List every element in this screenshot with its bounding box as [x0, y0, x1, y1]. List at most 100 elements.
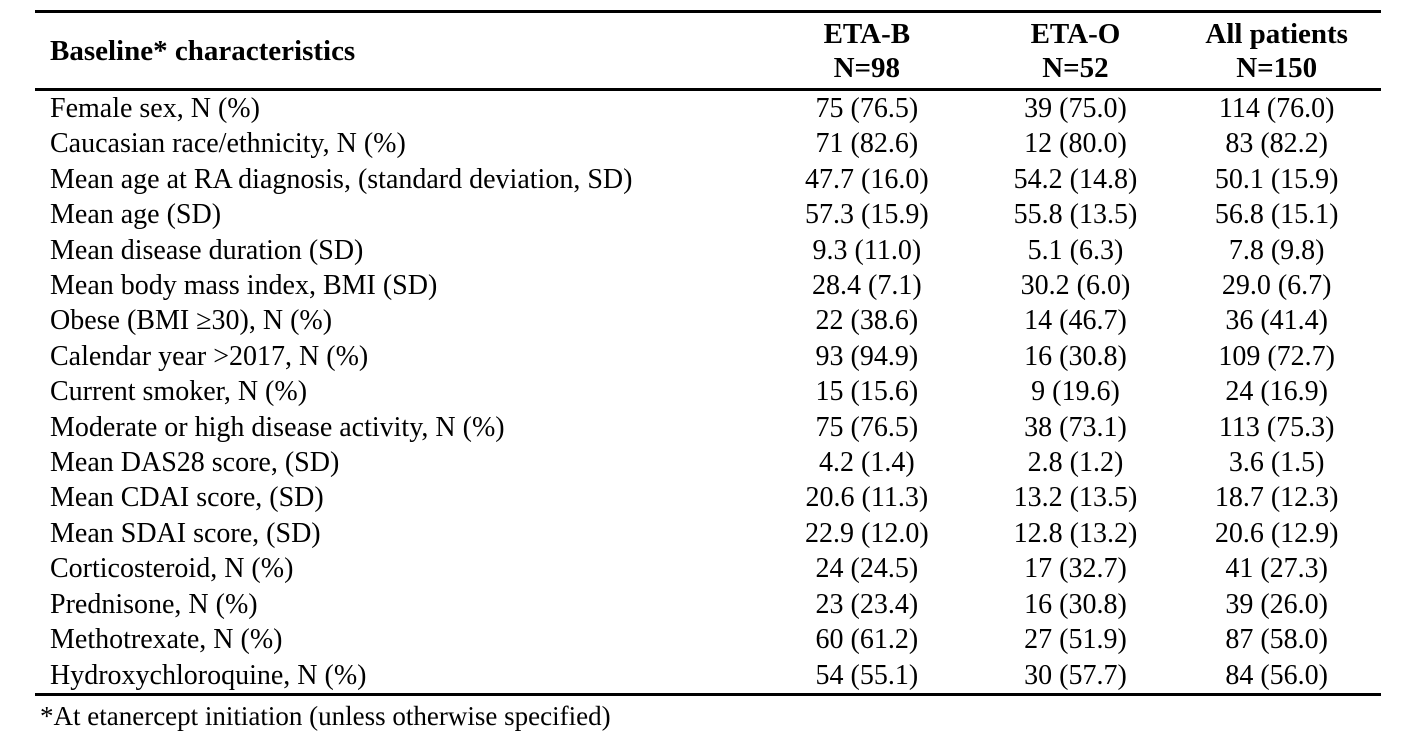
all-patients-value: 83 (82.2): [1225, 128, 1328, 160]
table-row: Prednisone, N (%) 23 (23.4) 16 (30.8) 39…: [35, 587, 1381, 622]
table-footnote: *At etanercept initiation (unless otherw…: [40, 700, 611, 731]
table-row: Obese (BMI ≥30), N (%) 22 (38.6) 14 (46.…: [35, 303, 1381, 338]
header-all-patients-name: All patients: [1205, 18, 1348, 50]
header-eta-b: ETA-B N=98: [755, 12, 978, 90]
table-row: Corticosteroid, N (%) 24 (24.5) 17 (32.7…: [35, 551, 1381, 586]
row-label: Caucasian race/ethnicity, N (%): [50, 128, 406, 160]
all-patients-value: 29.0 (6.7): [1221, 270, 1332, 302]
eta-o-value: 12 (80.0): [1024, 128, 1127, 160]
all-patients-value: 7.8 (9.8): [1228, 234, 1325, 266]
table-row: Mean CDAI score, (SD) 20.6 (11.3) 13.2 (…: [35, 480, 1381, 515]
eta-o-value: 17 (32.7): [1024, 553, 1127, 585]
header-row: Baseline* characteristics ETA-B N=98 ETA…: [35, 12, 1381, 90]
all-patients-value: 87 (58.0): [1225, 624, 1328, 656]
row-label: Prednisone, N (%): [50, 588, 258, 620]
row-label: Calendar year >2017, N (%): [50, 340, 369, 372]
all-patients-value: 109 (72.7): [1218, 340, 1335, 372]
eta-b-value: 75 (76.5): [815, 411, 919, 443]
all-patients-value: 20.6 (12.9): [1214, 517, 1339, 549]
eta-o-value: 2.8 (1.2): [1027, 447, 1124, 479]
eta-o-value: 55.8 (13.5): [1013, 199, 1138, 231]
eta-b-value: 9.3 (11.0): [812, 234, 922, 266]
row-label: Obese (BMI ≥30), N (%): [50, 305, 333, 337]
eta-b-value: 22.9 (12.0): [805, 517, 929, 549]
header-eta-o-name: ETA-O: [1030, 18, 1121, 50]
row-label: Mean disease duration (SD): [50, 234, 364, 266]
row-label: Moderate or high disease activity, N (%): [50, 411, 505, 443]
all-patients-value: 114 (76.0): [1218, 93, 1335, 124]
row-label: Female sex, N (%): [50, 93, 260, 124]
row-label: Hydroxychloroquine, N (%): [50, 659, 367, 691]
row-label: Mean CDAI score, (SD): [50, 482, 324, 514]
table-row: Mean SDAI score, (SD) 22.9 (12.0) 12.8 (…: [35, 516, 1381, 551]
eta-o-value: 16 (30.8): [1024, 588, 1127, 620]
eta-b-value: 54 (55.1): [815, 659, 919, 691]
row-label: Mean age at RA diagnosis, (standard devi…: [50, 163, 633, 195]
row-label: Mean body mass index, BMI (SD): [50, 270, 438, 302]
all-patients-value: 50.1 (15.9): [1214, 163, 1339, 195]
eta-o-value: 54.2 (14.8): [1013, 163, 1138, 195]
all-patients-value: 113 (75.3): [1218, 411, 1335, 443]
table-row: Hydroxychloroquine, N (%) 54 (55.1) 30 (…: [35, 658, 1381, 695]
eta-b-value: 57.3 (15.9): [805, 199, 929, 231]
all-patients-value: 3.6 (1.5): [1228, 447, 1325, 479]
table-row: Calendar year >2017, N (%) 93 (94.9) 16 …: [35, 339, 1381, 374]
eta-b-value: 71 (82.6): [815, 128, 919, 160]
eta-b-value: 22 (38.6): [815, 305, 919, 337]
table-row: Moderate or high disease activity, N (%)…: [35, 410, 1381, 445]
eta-o-value: 16 (30.8): [1024, 340, 1127, 372]
eta-b-value: 20.6 (11.3): [805, 482, 929, 514]
eta-o-value: 30 (57.7): [1024, 659, 1127, 691]
row-label: Current smoker, N (%): [50, 376, 308, 408]
eta-b-value: 24 (24.5): [815, 553, 919, 585]
eta-b-value: 15 (15.6): [815, 376, 919, 408]
eta-o-value: 30.2 (6.0): [1020, 270, 1131, 302]
all-patients-value: 39 (26.0): [1225, 588, 1328, 620]
eta-b-value: 93 (94.9): [815, 340, 919, 372]
row-label: Mean age (SD): [50, 199, 222, 231]
header-eta-o-n: N=52: [1042, 52, 1109, 84]
baseline-characteristics-table: Baseline* characteristics ETA-B N=98 ETA…: [35, 10, 1381, 733]
row-label: Mean SDAI score, (SD): [50, 517, 321, 549]
all-patients-value: 84 (56.0): [1225, 659, 1328, 691]
eta-o-value: 27 (51.9): [1024, 624, 1127, 656]
all-patients-value: 41 (27.3): [1225, 553, 1328, 585]
all-patients-value: 24 (16.9): [1225, 376, 1328, 408]
table-body: Female sex, N (%) 75 (76.5) 39 (75.0) 11…: [35, 90, 1381, 695]
eta-o-value: 13.2 (13.5): [1013, 482, 1138, 514]
all-patients-value: 36 (41.4): [1225, 305, 1328, 337]
table-row: Mean disease duration (SD) 9.3 (11.0) 5.…: [35, 233, 1381, 268]
table-row: Mean DAS28 score, (SD) 4.2 (1.4) 2.8 (1.…: [35, 445, 1381, 480]
eta-b-value: 47.7 (16.0): [805, 163, 929, 195]
header-eta-b-n: N=98: [833, 52, 901, 84]
data-table: Baseline* characteristics ETA-B N=98 ETA…: [35, 10, 1381, 696]
header-all-patients: All patients N=150: [1172, 12, 1381, 90]
eta-b-value: 23 (23.4): [815, 588, 919, 620]
table-row: Mean age at RA diagnosis, (standard devi…: [35, 162, 1381, 197]
table-row: Caucasian race/ethnicity, N (%) 71 (82.6…: [35, 126, 1381, 161]
eta-b-value: 60 (61.2): [815, 624, 919, 656]
eta-o-value: 5.1 (6.3): [1027, 234, 1124, 266]
eta-o-value: 14 (46.7): [1024, 305, 1127, 337]
eta-o-value: 39 (75.0): [1024, 93, 1127, 124]
eta-o-value: 12.8 (13.2): [1013, 517, 1138, 549]
row-label: Methotrexate, N (%): [50, 624, 283, 656]
header-eta-b-name: ETA-B: [823, 18, 911, 50]
eta-o-value: 38 (73.1): [1024, 411, 1127, 443]
table-row: Methotrexate, N (%) 60 (61.2) 27 (51.9) …: [35, 622, 1381, 657]
table-row: Current smoker, N (%) 15 (15.6) 9 (19.6)…: [35, 374, 1381, 409]
table-row: Mean age (SD) 57.3 (15.9) 55.8 (13.5) 56…: [35, 197, 1381, 232]
header-eta-o: ETA-O N=52: [979, 12, 1173, 90]
eta-b-value: 28.4 (7.1): [812, 270, 922, 302]
eta-o-value: 9 (19.6): [1031, 376, 1120, 408]
all-patients-value: 56.8 (15.1): [1214, 199, 1339, 231]
all-patients-value: 18.7 (12.3): [1214, 482, 1339, 514]
eta-b-value: 75 (76.5): [815, 93, 919, 124]
row-label: Mean DAS28 score, (SD): [50, 447, 340, 479]
table-row: Female sex, N (%) 75 (76.5) 39 (75.0) 11…: [35, 90, 1381, 127]
table-header: Baseline* characteristics ETA-B N=98 ETA…: [35, 12, 1381, 90]
row-label: Corticosteroid, N (%): [50, 553, 294, 585]
eta-b-value: 4.2 (1.4): [819, 447, 915, 479]
header-baseline-characteristics: Baseline* characteristics: [50, 35, 356, 67]
table-row: Mean body mass index, BMI (SD) 28.4 (7.1…: [35, 268, 1381, 303]
